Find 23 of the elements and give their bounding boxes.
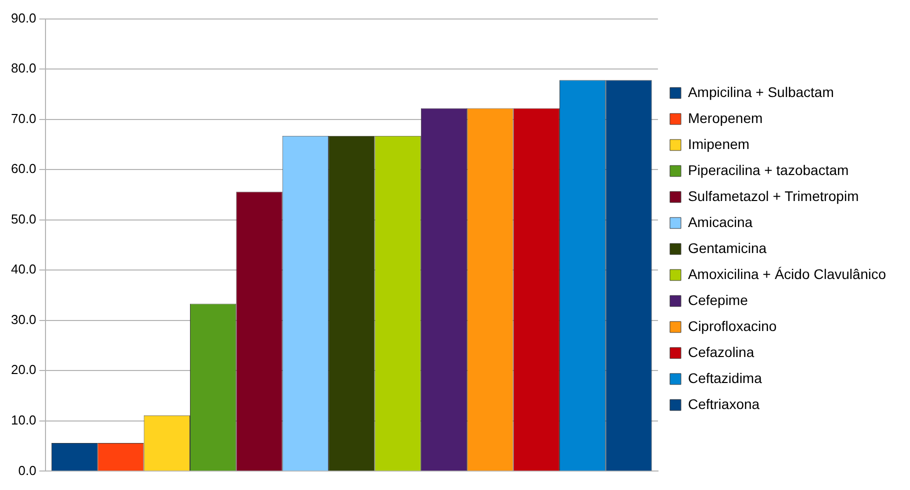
legend-label: Ceftriaxona [688,396,760,412]
legend-label: Piperacilina + tazobactam [688,162,849,178]
legend-label: Sulfametazol + Trimetropim [688,188,859,204]
y-tick-label: 0.0 [18,462,36,478]
legend-label: Ciprofloxacino [688,318,777,334]
y-tick-label: 80.0 [10,60,36,76]
legend-label: Cefazolina [688,344,754,360]
y-tick-label: 60.0 [10,161,36,176]
y-tick-label: 30.0 [10,312,36,327]
legend-label: Ampicilina + Sulbactam [688,84,834,100]
y-tick-label: 50.0 [10,211,36,226]
legend-label: Ceftazidima [688,370,762,386]
y-tick-label: 70.0 [10,110,36,126]
legend-label: Meropenem [688,110,763,126]
legend-label: Amoxicilina + Ácido Clavulânico [688,266,886,282]
y-tick-label: 40.0 [10,262,36,277]
legend-label: Gentamicina [688,240,767,256]
legend-label: Imipenem [688,136,750,152]
legend-label: Cefepime [688,292,748,308]
y-tick-label: 90.0 [10,10,36,26]
legend-label: Amicacina [688,214,753,230]
y-tick-label: 20.0 [10,362,36,378]
y-tick-label: 10.0 [10,412,36,428]
